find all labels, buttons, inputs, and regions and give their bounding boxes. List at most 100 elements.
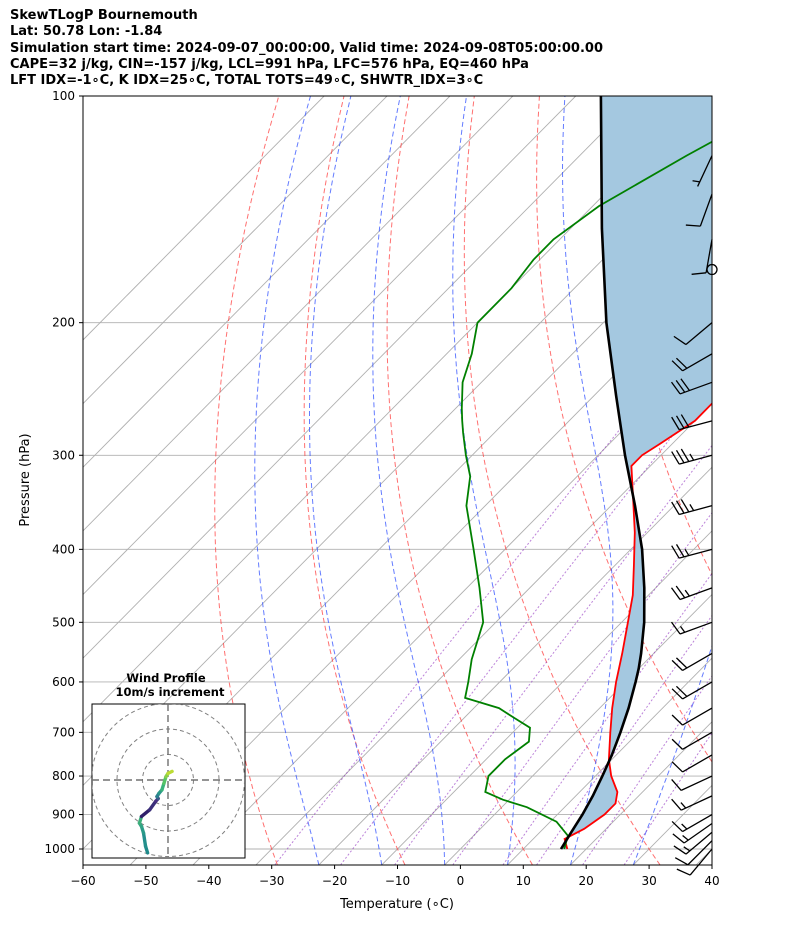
y-tick-label: 500: [52, 615, 75, 629]
wind-barb: [671, 681, 713, 700]
barb-feather: [671, 688, 684, 700]
barb-feather: [671, 738, 684, 750]
barb-half-feather: [681, 823, 688, 830]
y-tick-label: 900: [52, 808, 75, 822]
hodograph-segment: [139, 808, 152, 819]
barb-feather: [670, 621, 681, 635]
stability-indices: LFT IDX=-1∘C, K IDX=25∘C, TOTAL TOTS=49∘…: [10, 73, 484, 89]
barb-feather: [675, 415, 685, 429]
isotherm-line: [83, 96, 325, 341]
location-coordinates: Lat: 50.78 Lon: -1.84: [10, 24, 163, 40]
barb-staff: [679, 587, 713, 601]
parcel-profile: [559, 96, 646, 850]
barb-feather: [685, 224, 701, 227]
moist-adiabat: [309, 96, 383, 865]
barb-half-feather: [679, 625, 686, 633]
y-tick-label: 100: [52, 89, 75, 103]
barb-feather: [671, 501, 680, 515]
wind-barb: [674, 840, 713, 866]
barb-half-feather: [682, 835, 689, 841]
barb-half-feather: [684, 589, 690, 597]
barb-staff: [680, 795, 713, 811]
y-tick-label: 600: [52, 675, 75, 689]
barb-feather: [675, 500, 685, 514]
x-tick-label: −60: [70, 874, 95, 888]
dry-adiabat: [463, 96, 661, 865]
x-tick-label: 30: [641, 874, 656, 888]
dewpoint-profile: [460, 140, 712, 850]
wind-barb: [671, 448, 713, 465]
hodograph-segment: [141, 831, 148, 848]
barb-staff: [697, 155, 713, 187]
isotherm-line: [570, 721, 712, 865]
isotherm-line: [318, 466, 712, 865]
barb-feather: [680, 499, 690, 513]
wind-barb: [671, 754, 713, 773]
barb-half-feather: [684, 548, 690, 556]
x-tick-label: 40: [704, 874, 719, 888]
hodograph-segment: [166, 769, 174, 776]
barb-half-feather: [683, 846, 691, 852]
barb-feather: [671, 416, 680, 430]
barb-staff: [679, 381, 713, 395]
barb-half-feather: [689, 453, 695, 461]
barb-staff: [682, 731, 713, 750]
wind-barb: [671, 353, 713, 372]
barb-staff: [678, 454, 713, 465]
barb-staff: [682, 652, 713, 672]
cape-shading: [561, 96, 712, 849]
x-tick-label: 20: [579, 874, 594, 888]
y-tick-label: 400: [52, 542, 75, 556]
wind-barb: [671, 813, 713, 833]
wind-barbs: [670, 155, 718, 876]
barb-feather: [675, 449, 685, 464]
barb-staff: [682, 353, 713, 372]
barb-half-feather: [680, 802, 687, 809]
wind-barb: [672, 822, 713, 844]
barb-feather: [680, 414, 690, 428]
barb-feather: [671, 820, 684, 833]
wind-barb: [670, 585, 713, 601]
mixing-ratio-line: [582, 675, 712, 865]
wind-barb: [685, 193, 713, 227]
barb-half-feather: [689, 504, 695, 511]
barb-staff: [687, 840, 713, 866]
x-tick-label: −40: [196, 874, 221, 888]
barb-feather: [671, 659, 684, 671]
isotherm-line: [83, 96, 451, 468]
barb-feather: [691, 272, 707, 275]
moist-adiabat: [372, 96, 446, 865]
sounding-profiles: [460, 96, 712, 850]
barb-feather: [674, 857, 689, 866]
barb-staff: [683, 822, 713, 844]
barb-feather: [673, 335, 687, 346]
y-tick-label: 800: [52, 769, 75, 783]
wind-barb: [676, 848, 713, 876]
wind-barb: [671, 544, 713, 559]
barb-staff: [678, 548, 713, 559]
mixing-ratio-line: [394, 444, 712, 865]
hodograph-inset: Wind Profile 10m/s increment: [91, 671, 246, 859]
wind-barb: [692, 155, 713, 187]
dry-adiabat: [386, 96, 533, 865]
y-tick-label: 200: [52, 316, 75, 330]
barb-feather: [675, 544, 685, 558]
wind-barb: [671, 499, 713, 516]
barb-staff: [705, 239, 713, 273]
mixing-ratio-line: [623, 732, 712, 865]
barb-feather: [670, 381, 681, 395]
barb-feather: [671, 714, 684, 726]
barb-staff: [680, 775, 713, 791]
x-tick-label: −20: [322, 874, 347, 888]
barb-feather: [671, 761, 684, 773]
barb-feather: [675, 685, 688, 697]
barb-staff: [685, 831, 713, 855]
simulation-times: Simulation start time: 2024-09-07_00:00:…: [10, 40, 603, 56]
y-axis-label: Pressure (hPa): [18, 433, 33, 526]
cape-area: [561, 96, 712, 849]
barb-feather: [670, 587, 681, 600]
barb-feather: [675, 585, 686, 599]
axis-ticks: −60 −50 −40 −30 −20 −10 0 10 20 30 40 100 200 300 400 5…: [44, 89, 719, 888]
barb-feather: [675, 357, 688, 369]
